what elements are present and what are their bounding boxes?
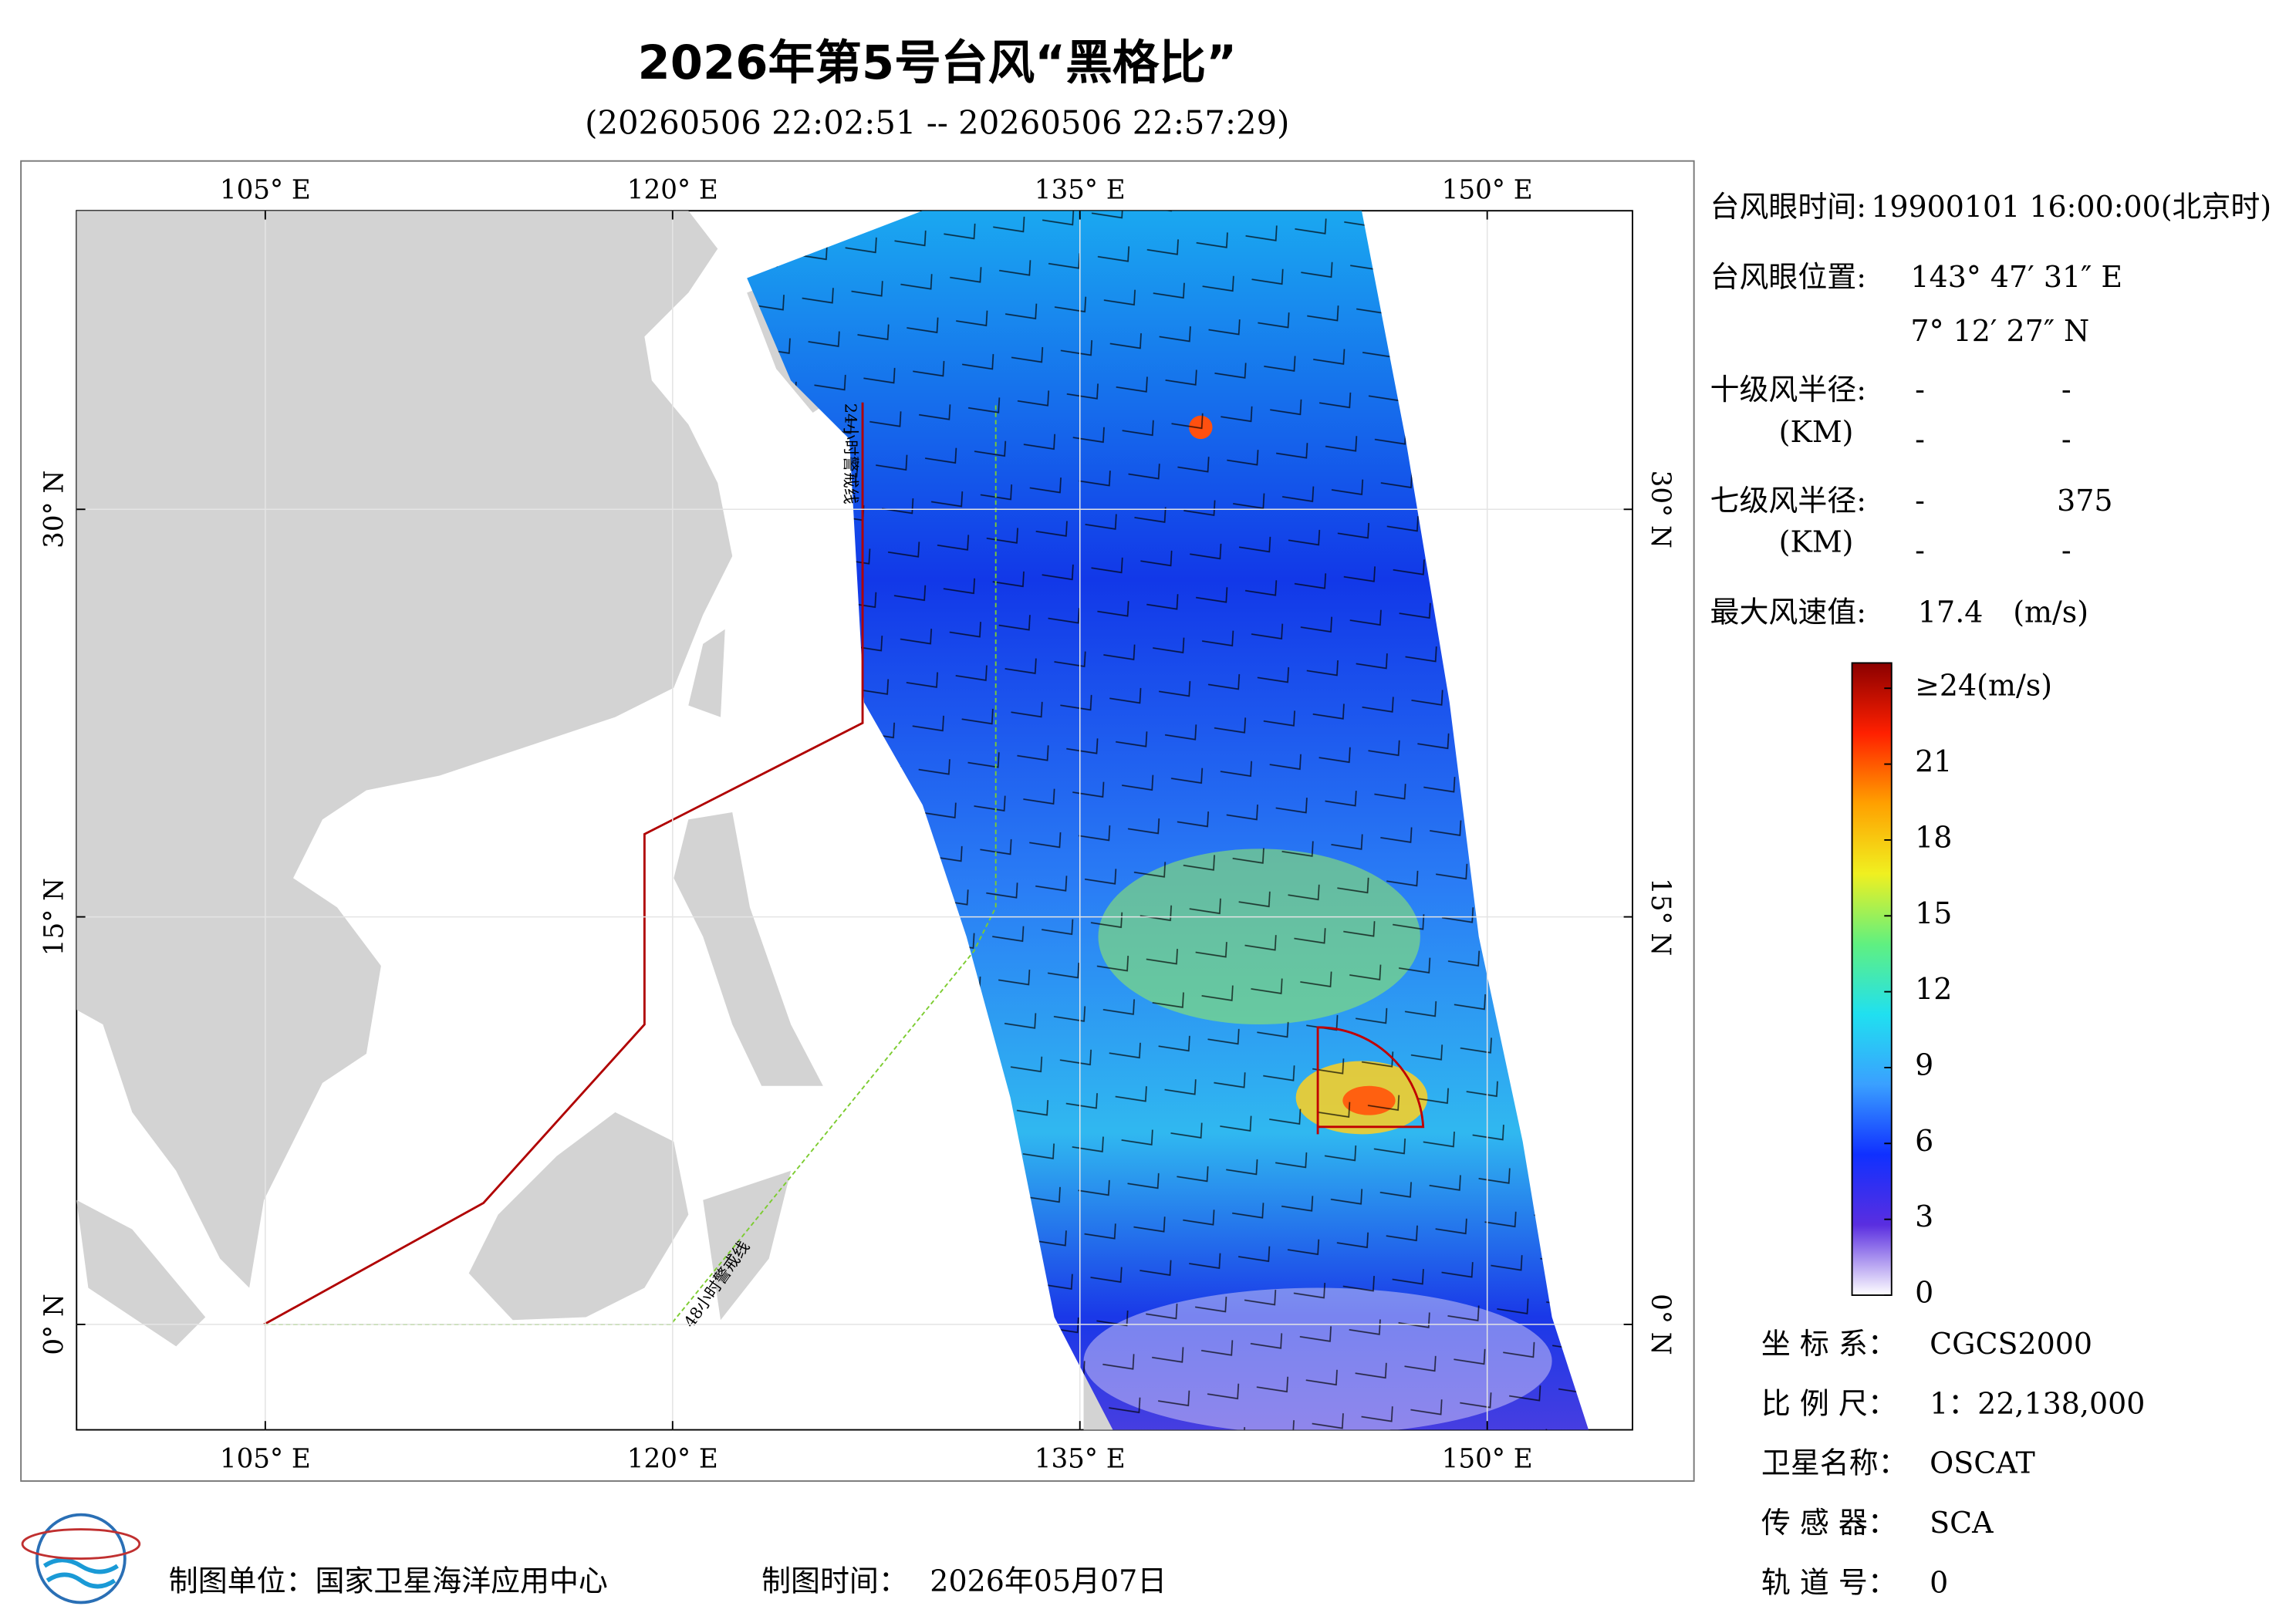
x-tick-label: 120° E	[627, 175, 718, 206]
meta-value: 1：22,138,000	[1930, 1386, 2145, 1420]
info-unit: (KM)	[1779, 525, 1854, 558]
y-tick-label: 0° N	[39, 1294, 70, 1355]
colorbar-label: 0	[1915, 1276, 1933, 1310]
footer-time-label: 制图时间：	[761, 1564, 908, 1598]
x-tick-label: 150° E	[1442, 1443, 1533, 1474]
meta-label: 卫星名称：	[1761, 1446, 1908, 1480]
y-tick-label: 0° N	[1645, 1294, 1676, 1355]
colorbar-label: 12	[1915, 972, 1952, 1006]
colorbar-label: ≥24(m/s)	[1915, 669, 2052, 703]
info-value: -	[2061, 422, 2071, 456]
info-value: -	[1915, 373, 1925, 407]
colorbar-label: 6	[1915, 1124, 1933, 1158]
info-value: -	[1915, 534, 1925, 568]
footer-time: 2026年05月07日	[930, 1564, 1167, 1598]
meta-value: 0	[1930, 1566, 1948, 1600]
map-frame	[20, 160, 1695, 1482]
info-value: 375	[2057, 484, 2112, 518]
info-label: 最大风速值:	[1710, 595, 1866, 629]
footer-unit: 制图单位：国家卫星海洋应用中心	[169, 1564, 608, 1598]
info-label: 台风眼位置:	[1710, 260, 1866, 294]
map-ticks: 105° E 105° E 120° E 120° E 135° E 135° E 150°…	[39, 175, 1676, 1475]
meta-value: CGCS2000	[1930, 1327, 2092, 1361]
colorbar-label: 21	[1915, 744, 1952, 778]
info-label: 七级风半径:	[1710, 484, 1866, 518]
info-value: 17.4	[1918, 595, 1983, 629]
colorbar-bar	[1851, 662, 1893, 1296]
wind-radius-sector	[1316, 1026, 1425, 1135]
info-value: 19900101 16:00:00(北京时)	[1871, 190, 2271, 224]
x-tick-label: 135° E	[1035, 175, 1126, 206]
title: 2026年第5号台风“黑格比”	[637, 36, 1237, 90]
info-unit: (m/s)	[2013, 595, 2088, 629]
colorbar-label: 3	[1915, 1200, 1933, 1233]
x-tick-label: 120° E	[627, 1443, 718, 1474]
meta-label: 传 感 器：	[1761, 1506, 1897, 1540]
info-unit: (KM)	[1779, 415, 1854, 449]
metadata: 坐 标 系： CGCS2000 比 例 尺： 1：22,138,000 卫星名称： OSC…	[1761, 1327, 2145, 1600]
x-tick-label: 105° E	[220, 175, 311, 206]
colorbar-label: 18	[1915, 820, 1952, 854]
colorbar-label: 9	[1915, 1048, 1933, 1081]
y-tick-label: 15° N	[1645, 878, 1676, 956]
warning-line-24h	[263, 402, 864, 1326]
y-tick-label: 15° N	[39, 878, 70, 956]
y-tick-label: 30° N	[1645, 471, 1676, 548]
meta-value: SCA	[1930, 1506, 1994, 1540]
colorbar-label: 15	[1915, 896, 1952, 930]
meta-label: 比 例 尺：	[1761, 1386, 1897, 1420]
y-tick-label: 30° N	[39, 471, 70, 548]
subtitle: (20260506 22:02:51 -- 20260506 22:57:29)	[585, 104, 1289, 142]
info-value: -	[1915, 484, 1925, 518]
meta-label: 坐 标 系：	[1761, 1327, 1897, 1361]
meta-label: 轨 道 号：	[1761, 1566, 1897, 1600]
logo	[21, 1513, 141, 1604]
x-tick-label: 135° E	[1035, 1443, 1126, 1474]
x-tick-label: 105° E	[220, 1443, 311, 1474]
info-label: 台风眼时间:	[1710, 190, 1866, 224]
info-value: -	[2061, 373, 2071, 407]
info-value: 7° 12′ 27″ N	[1910, 314, 2089, 348]
x-tick-label: 150° E	[1442, 175, 1533, 206]
meta-value: OSCAT	[1930, 1446, 2035, 1480]
annotation: 24小时警戒线	[841, 403, 859, 504]
info-value: -	[2061, 534, 2071, 568]
info-value: -	[1915, 422, 1925, 456]
colorbar: 0 3 6 9 12 15 18 21 ≥24(m/s)	[1851, 662, 2052, 1310]
info-value: 143° 47′ 31″ E	[1910, 260, 2122, 294]
info-label: 十级风半径:	[1710, 373, 1866, 407]
